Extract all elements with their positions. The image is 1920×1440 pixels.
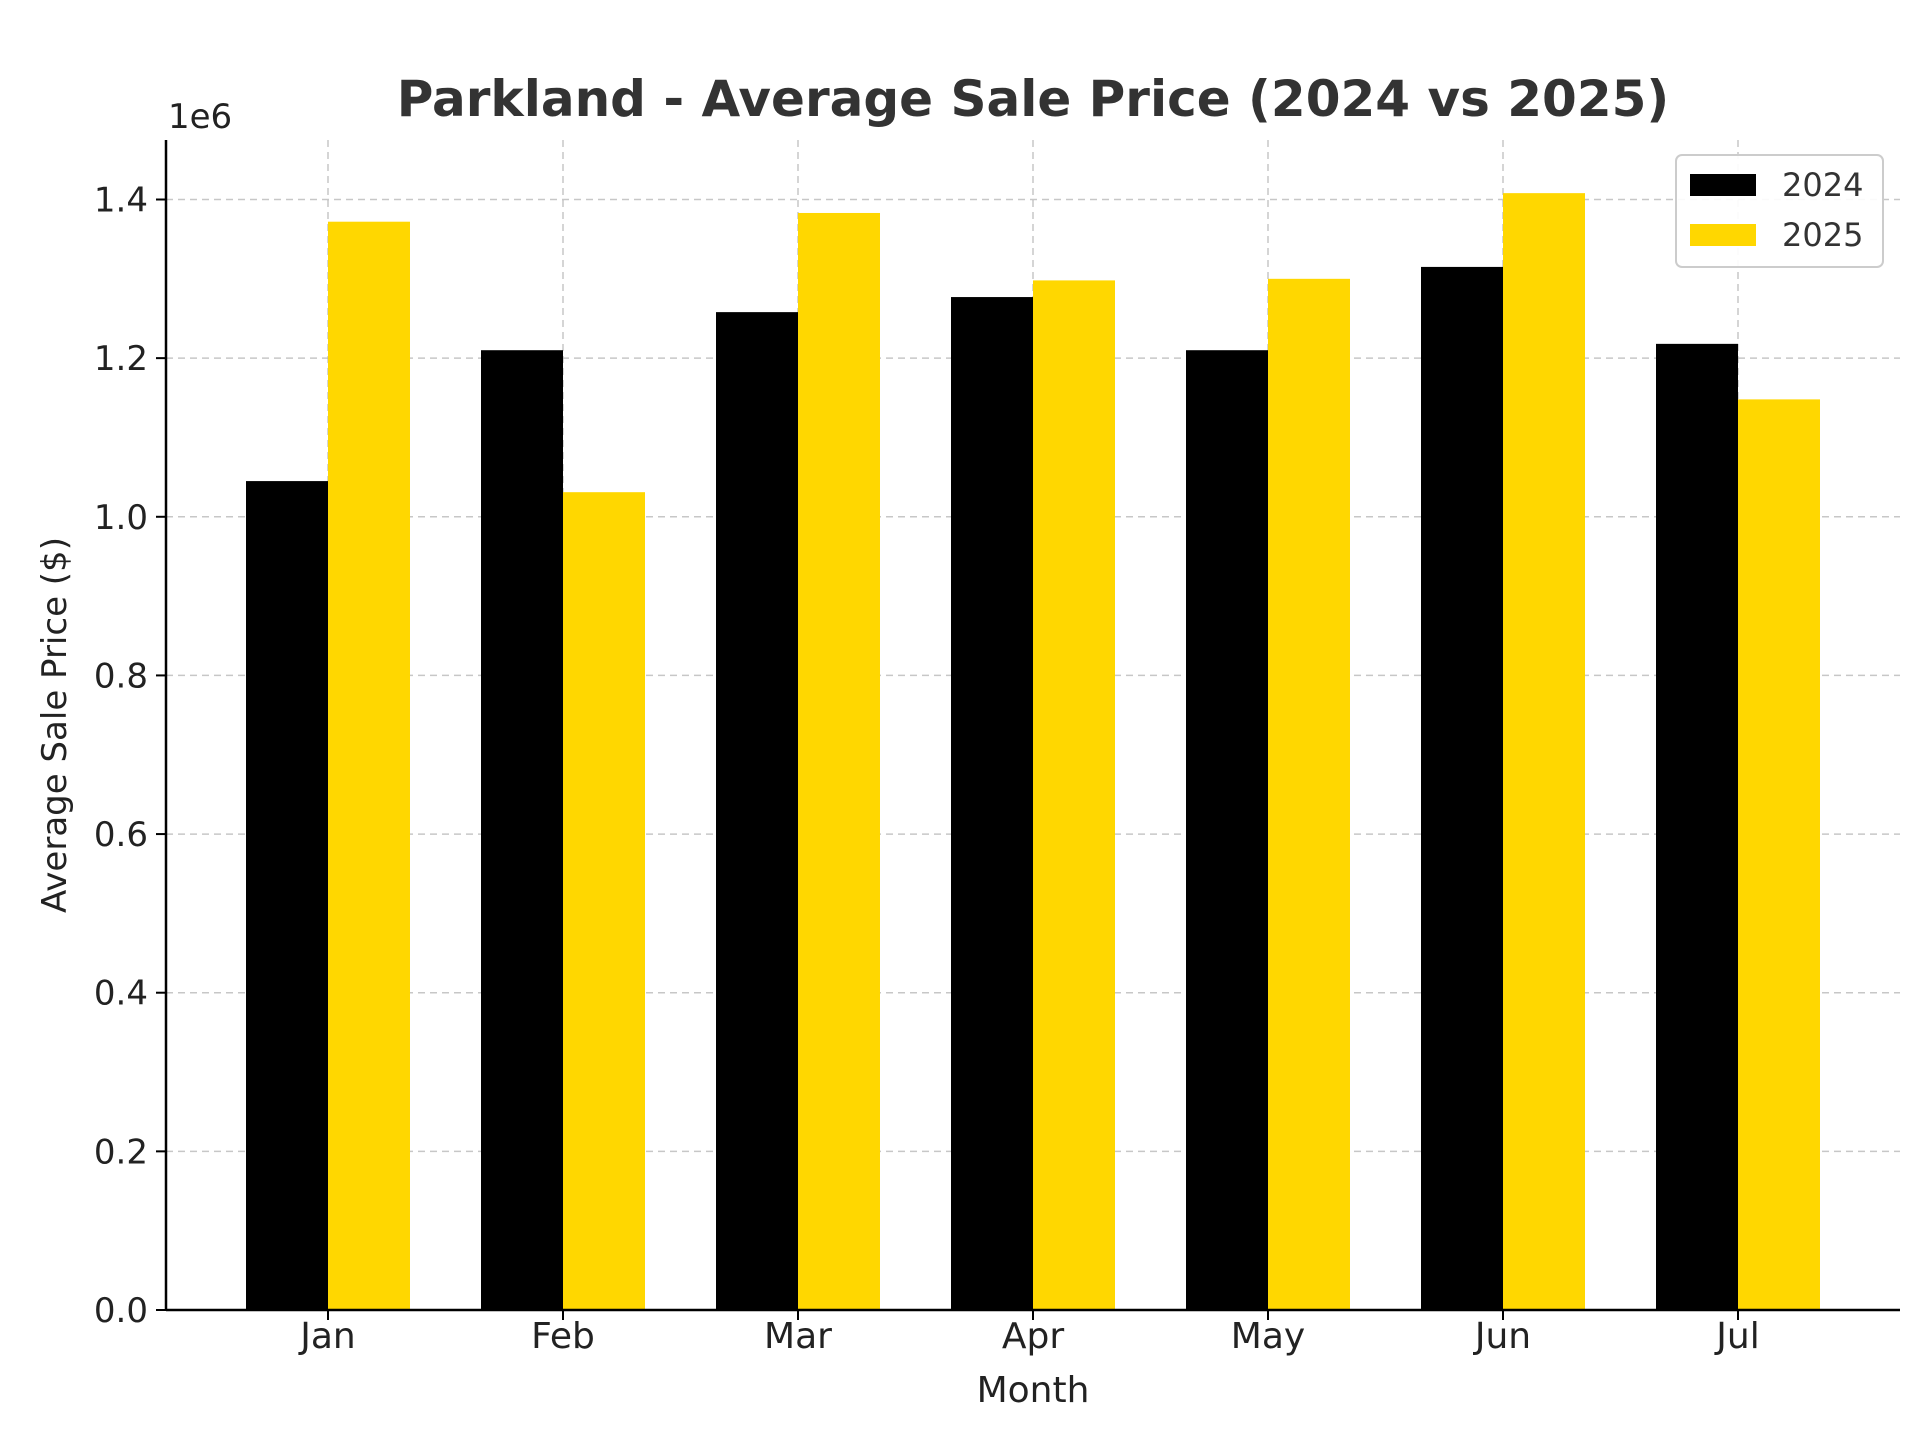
y-tick-label: 1.4 [94,180,148,220]
bar-2025-jun [1503,193,1585,1311]
y-tick-label: 0.8 [94,656,148,696]
x-axis-label: Month [977,1370,1090,1411]
y-tick-label: 0.4 [94,974,148,1014]
legend-swatch-2025 [1690,224,1756,246]
legend: 2024 2025 [1675,154,1884,268]
bar-2025-apr [1033,280,1115,1310]
chart-title: Parkland - Average Sale Price (2024 vs 2… [397,70,1670,128]
y-tick-label: 0.6 [94,815,148,855]
legend-label-2025: 2025 [1782,216,1863,254]
x-tick-label: Jun [1473,1316,1531,1357]
y-tick-label: 1.0 [94,498,148,538]
bar-2025-feb [563,492,645,1310]
y-axis-offset-label: 1e6 [168,97,232,137]
x-tick-label: Jan [298,1316,356,1357]
x-tick-label: May [1231,1316,1305,1357]
bar-2024-jun [1421,266,1503,1310]
bar-2024-mar [716,312,798,1311]
x-tick-label: Apr [1002,1316,1064,1357]
y-tick-label: 1.2 [94,339,148,379]
bar-2025-jan [328,221,410,1311]
bar-2024-feb [481,350,563,1311]
bar-2025-mar [798,212,880,1310]
tick-labels: 0.0 0.2 0.4 0.6 0.8 1.0 1.2 1.4 Jan Feb Mar Apr May J… [94,180,1760,1357]
x-tick-label: Mar [764,1316,832,1357]
bar-2024-jan [246,481,328,1311]
y-axis-label: Average Sale Price ($) [35,537,75,913]
bar-2024-may [1186,350,1268,1311]
x-tick-label: Feb [531,1316,595,1357]
legend-swatch-2024 [1690,174,1756,196]
bar-2024-jul [1656,343,1738,1310]
y-tick-label: 0.2 [94,1132,148,1172]
bar-2024-apr [951,297,1033,1310]
bar-2025-may [1268,278,1350,1310]
legend-label-2024: 2024 [1782,166,1863,204]
x-tick-label: Jul [1714,1316,1759,1357]
y-tick-label: 0.0 [94,1291,148,1331]
bars [246,193,1820,1311]
bar-2025-jul [1738,399,1820,1310]
